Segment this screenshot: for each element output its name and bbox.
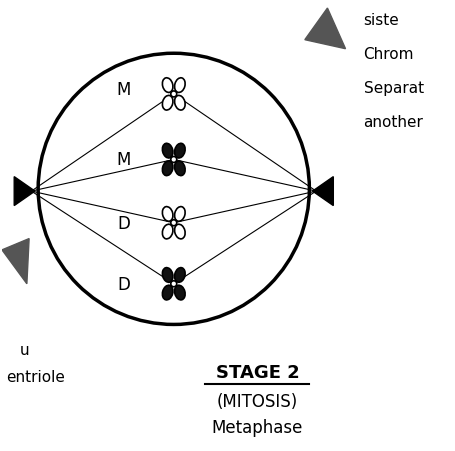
Ellipse shape <box>162 268 172 283</box>
Text: Metaphase: Metaphase <box>211 419 303 437</box>
Ellipse shape <box>162 78 172 93</box>
Ellipse shape <box>162 285 172 300</box>
Text: entriole: entriole <box>6 369 65 384</box>
Text: D: D <box>117 214 130 232</box>
Ellipse shape <box>162 207 172 222</box>
Polygon shape <box>14 177 35 206</box>
Ellipse shape <box>174 144 185 159</box>
Text: Separat: Separat <box>363 80 423 96</box>
Text: siste: siste <box>363 13 399 28</box>
Ellipse shape <box>174 78 185 93</box>
Circle shape <box>171 157 177 163</box>
Text: M: M <box>116 151 131 169</box>
Text: another: another <box>363 114 423 129</box>
Ellipse shape <box>174 96 185 111</box>
Text: Chrom: Chrom <box>363 46 413 62</box>
Ellipse shape <box>162 144 172 159</box>
Ellipse shape <box>162 96 172 111</box>
Text: STAGE 2: STAGE 2 <box>215 363 298 381</box>
Circle shape <box>171 220 177 226</box>
Ellipse shape <box>174 225 185 239</box>
Polygon shape <box>312 177 333 206</box>
Text: u: u <box>20 342 30 357</box>
Text: D: D <box>117 275 130 293</box>
Polygon shape <box>304 9 345 50</box>
Text: (MITOSIS): (MITOSIS) <box>216 392 298 410</box>
Circle shape <box>171 92 177 98</box>
Ellipse shape <box>174 161 185 176</box>
Polygon shape <box>2 239 29 284</box>
Ellipse shape <box>174 285 185 300</box>
Ellipse shape <box>162 161 172 176</box>
Circle shape <box>171 281 177 287</box>
Ellipse shape <box>174 268 185 283</box>
Ellipse shape <box>174 207 185 222</box>
Ellipse shape <box>162 225 172 239</box>
Text: M: M <box>116 81 131 99</box>
